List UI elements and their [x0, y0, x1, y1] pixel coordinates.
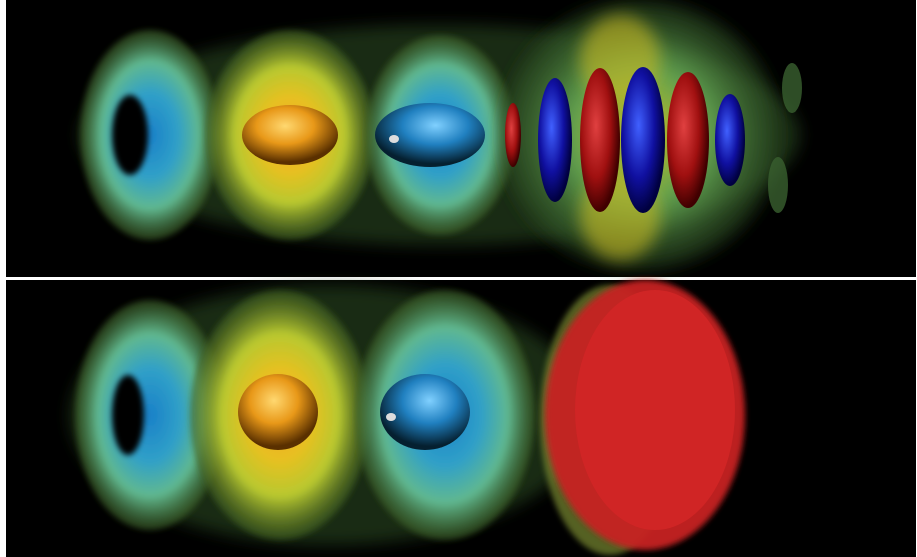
yellow-core: [238, 374, 318, 450]
screenshot: [0, 0, 917, 557]
highlight: [386, 413, 396, 421]
red-bunch: [505, 103, 521, 167]
fringe: [768, 157, 788, 213]
hollow: [112, 375, 144, 455]
blue-core: [380, 374, 470, 450]
red-bunch: [667, 72, 709, 208]
highlight: [389, 135, 399, 143]
electron-core: [575, 290, 735, 530]
fringe: [782, 63, 802, 113]
visualization: [0, 0, 917, 557]
hollow: [112, 95, 148, 175]
blue-bunch: [715, 94, 745, 186]
blue-lobe: [80, 30, 220, 240]
yellow-core: [242, 105, 338, 165]
red-bunch: [580, 68, 620, 212]
blue-bunch: [538, 78, 572, 202]
bottom-field: [70, 280, 745, 555]
blue-bunch: [621, 67, 665, 213]
blue-core: [375, 103, 485, 167]
